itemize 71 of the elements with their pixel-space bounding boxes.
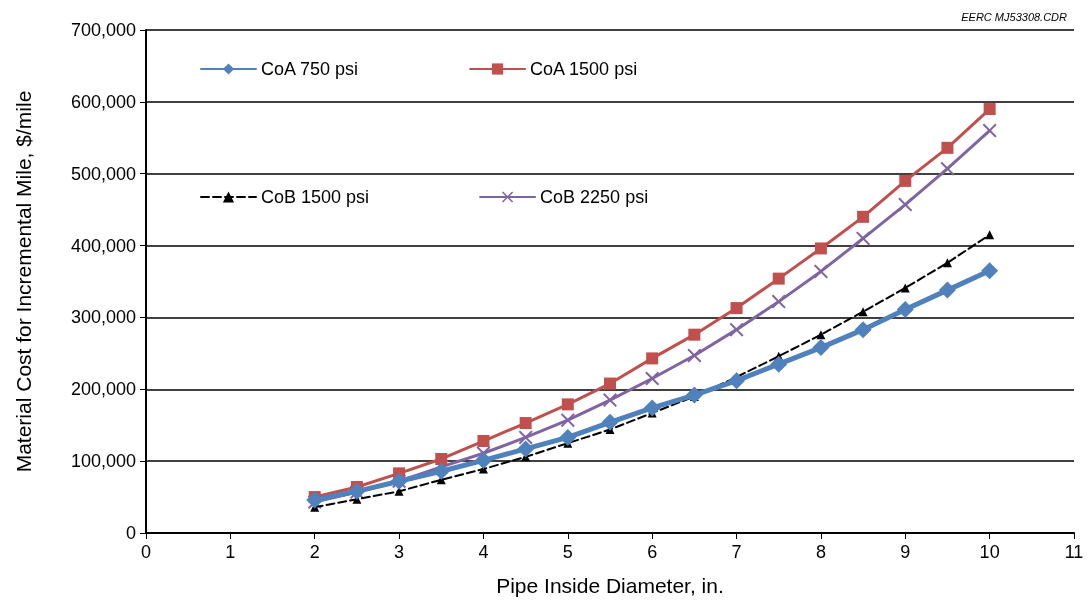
- y-tick-label: 0: [125, 523, 136, 543]
- point: [604, 377, 616, 390]
- point: [896, 301, 914, 319]
- point: [643, 399, 661, 417]
- x-tick-label: 5: [562, 542, 573, 562]
- point: [477, 435, 490, 448]
- point: [940, 161, 955, 176]
- point: [730, 302, 743, 315]
- legend-label: CoA 1500 psi: [530, 59, 638, 79]
- x-axis-title: Pipe Inside Diameter, in.: [496, 574, 724, 597]
- point: [857, 210, 870, 223]
- legend-label: CoA 750 psi: [261, 59, 359, 79]
- y-tick-label: 100,000: [70, 451, 136, 472]
- x-tick-label: 9: [900, 542, 911, 562]
- point: [983, 103, 996, 116]
- point: [646, 352, 659, 365]
- point: [858, 307, 868, 317]
- point: [938, 281, 956, 299]
- x-tick-label: 3: [394, 542, 405, 562]
- x-tick-label: 11: [1064, 542, 1084, 562]
- point: [519, 417, 532, 430]
- y-tick-label: 200,000: [70, 379, 136, 400]
- x-tick-label: 4: [478, 542, 489, 562]
- x-tick-label: 6: [647, 542, 658, 562]
- point: [603, 393, 617, 408]
- point: [771, 294, 786, 309]
- point: [982, 123, 997, 138]
- point: [814, 242, 827, 255]
- point: [856, 231, 871, 246]
- point: [813, 264, 828, 279]
- y-tick-label: 600,000: [70, 91, 136, 112]
- point: [687, 348, 702, 363]
- point: [306, 491, 324, 509]
- point: [981, 262, 999, 280]
- point: [645, 371, 660, 386]
- text: EERC MJ53308.CDR: [961, 10, 1068, 23]
- y-tick-label: 500,000: [70, 163, 136, 184]
- point: [432, 462, 450, 480]
- point: [559, 428, 577, 446]
- point: [474, 451, 492, 469]
- point: [812, 339, 830, 357]
- x-tick-label: 0: [140, 542, 152, 562]
- point: [517, 440, 535, 458]
- point: [729, 322, 744, 337]
- point: [816, 330, 826, 340]
- point: [942, 258, 952, 268]
- x-tick-label: 1: [225, 542, 236, 562]
- point: [688, 328, 701, 341]
- point: [854, 321, 872, 339]
- y-tick-label: 700,000: [70, 20, 136, 40]
- x-tick-label: 8: [815, 542, 826, 562]
- point: [685, 386, 703, 404]
- y-tick-label: 300,000: [70, 307, 136, 328]
- point: [899, 174, 912, 187]
- y-axis-title: Material Cost for Incremental Mile, $/mile: [12, 90, 35, 473]
- point: [898, 197, 913, 212]
- point: [601, 413, 619, 431]
- point: [728, 372, 746, 390]
- x-tick-label: 10: [979, 542, 1000, 562]
- point: [435, 452, 448, 465]
- legend-label: CoB 2250 psi: [540, 187, 649, 207]
- y-tick-label: 400,000: [70, 235, 136, 256]
- legend-label: CoB 1500 psi: [261, 187, 370, 207]
- x-tick-label: 7: [731, 542, 742, 562]
- point: [518, 430, 533, 445]
- point: [941, 141, 954, 154]
- point: [561, 398, 574, 411]
- x-tick-label: 2: [309, 542, 320, 562]
- point: [560, 413, 575, 428]
- point: [770, 355, 788, 373]
- point: [772, 272, 785, 285]
